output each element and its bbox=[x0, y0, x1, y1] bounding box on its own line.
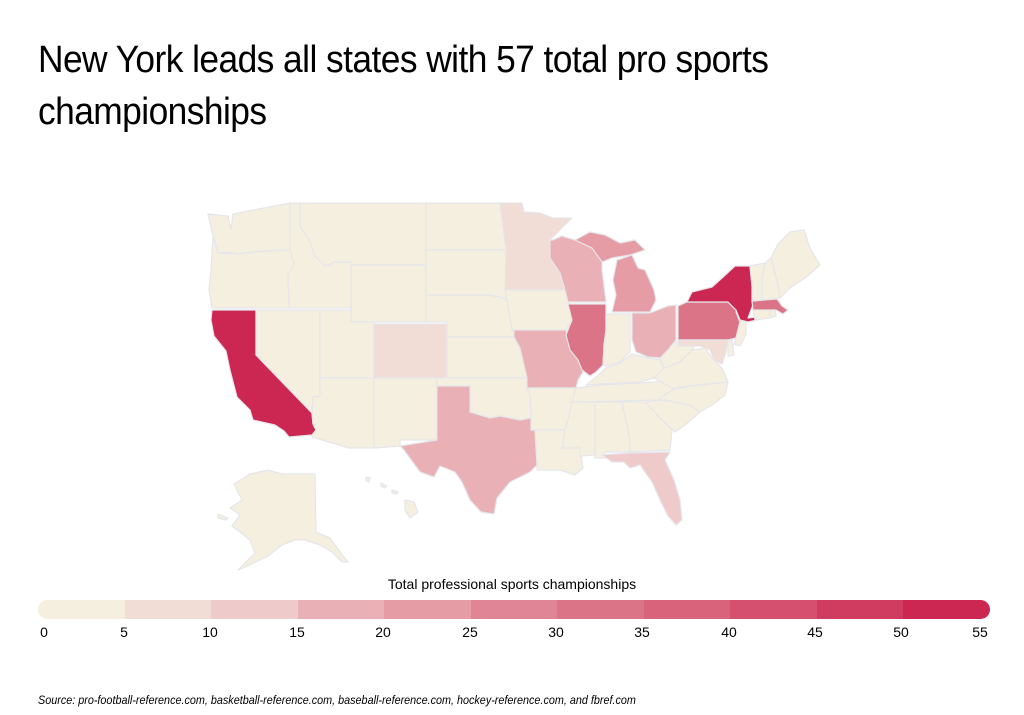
legend-bin-35-40 bbox=[643, 600, 731, 619]
legend-tick: 5 bbox=[120, 624, 128, 640]
chart-title: New York leads all states with 57 total … bbox=[38, 39, 769, 133]
state-kansas[interactable] bbox=[446, 336, 528, 379]
state-washington[interactable] bbox=[207, 202, 291, 255]
state-arizona[interactable] bbox=[311, 377, 375, 449]
state-new-york[interactable] bbox=[686, 265, 769, 323]
legend-tick: 50 bbox=[893, 624, 909, 640]
legend-bin-50-55 bbox=[903, 600, 990, 619]
state-colorado[interactable] bbox=[373, 323, 448, 379]
legend-tick: 30 bbox=[548, 624, 564, 640]
state-florida[interactable] bbox=[601, 451, 683, 526]
state-wyoming[interactable] bbox=[350, 264, 427, 323]
state-montana[interactable] bbox=[299, 202, 427, 267]
legend-bin-20-25 bbox=[384, 600, 471, 619]
state-north-carolina[interactable] bbox=[657, 381, 729, 413]
state-maine[interactable] bbox=[770, 229, 821, 299]
state-alaska-island[interactable] bbox=[217, 513, 229, 521]
state-pennsylvania[interactable] bbox=[677, 301, 741, 341]
state-michigan-lower[interactable] bbox=[611, 254, 657, 313]
state-kentucky[interactable] bbox=[585, 353, 665, 386]
state-hawaii-3[interactable] bbox=[391, 489, 399, 495]
legend-bin-40-45 bbox=[730, 600, 817, 619]
legend-ticks: 0 5 10 15 20 25 30 35 40 45 50 55 bbox=[0, 624, 1024, 644]
state-south-dakota[interactable] bbox=[425, 249, 508, 301]
state-alaska[interactable] bbox=[229, 469, 349, 571]
legend-bin-5-10 bbox=[124, 600, 212, 619]
state-massachusetts[interactable] bbox=[751, 298, 789, 315]
legend-bin-10-15 bbox=[211, 600, 298, 619]
legend-tick: 35 bbox=[634, 624, 650, 640]
state-maryland[interactable] bbox=[677, 339, 729, 365]
legend-title: Total professional sports championships bbox=[387, 576, 637, 592]
state-new-mexico[interactable] bbox=[373, 377, 438, 449]
legend-bin-30-35 bbox=[557, 600, 644, 619]
legend-tick: 15 bbox=[289, 624, 305, 640]
legend-tick: 40 bbox=[721, 624, 737, 640]
state-north-dakota[interactable] bbox=[425, 202, 507, 251]
legend-bin-45-50 bbox=[816, 600, 904, 619]
state-delaware[interactable] bbox=[727, 339, 735, 357]
us-choropleth-map bbox=[207, 202, 821, 571]
state-texas[interactable] bbox=[399, 385, 538, 515]
legend-color-scale bbox=[38, 600, 990, 619]
legend-tick: 10 bbox=[202, 624, 218, 640]
legend-bin-0-5 bbox=[38, 600, 125, 619]
state-iowa[interactable] bbox=[504, 289, 576, 331]
legend-bin-25-30 bbox=[470, 600, 558, 619]
state-hawaii-2[interactable] bbox=[380, 482, 388, 489]
legend-tick: 25 bbox=[462, 624, 478, 640]
state-hawaii-1[interactable] bbox=[365, 476, 371, 483]
legend-tick: 0 bbox=[40, 624, 48, 640]
legend-tick: 45 bbox=[807, 624, 823, 640]
source-note: Source: pro-football-reference.com, bask… bbox=[38, 693, 636, 707]
legend-bin-15-20 bbox=[297, 600, 385, 619]
state-indiana[interactable] bbox=[602, 313, 631, 367]
state-hawaii-4[interactable] bbox=[404, 499, 419, 519]
legend-tick: 55 bbox=[972, 624, 988, 640]
legend-tick: 20 bbox=[375, 624, 391, 640]
state-michigan-upper[interactable] bbox=[574, 231, 646, 263]
